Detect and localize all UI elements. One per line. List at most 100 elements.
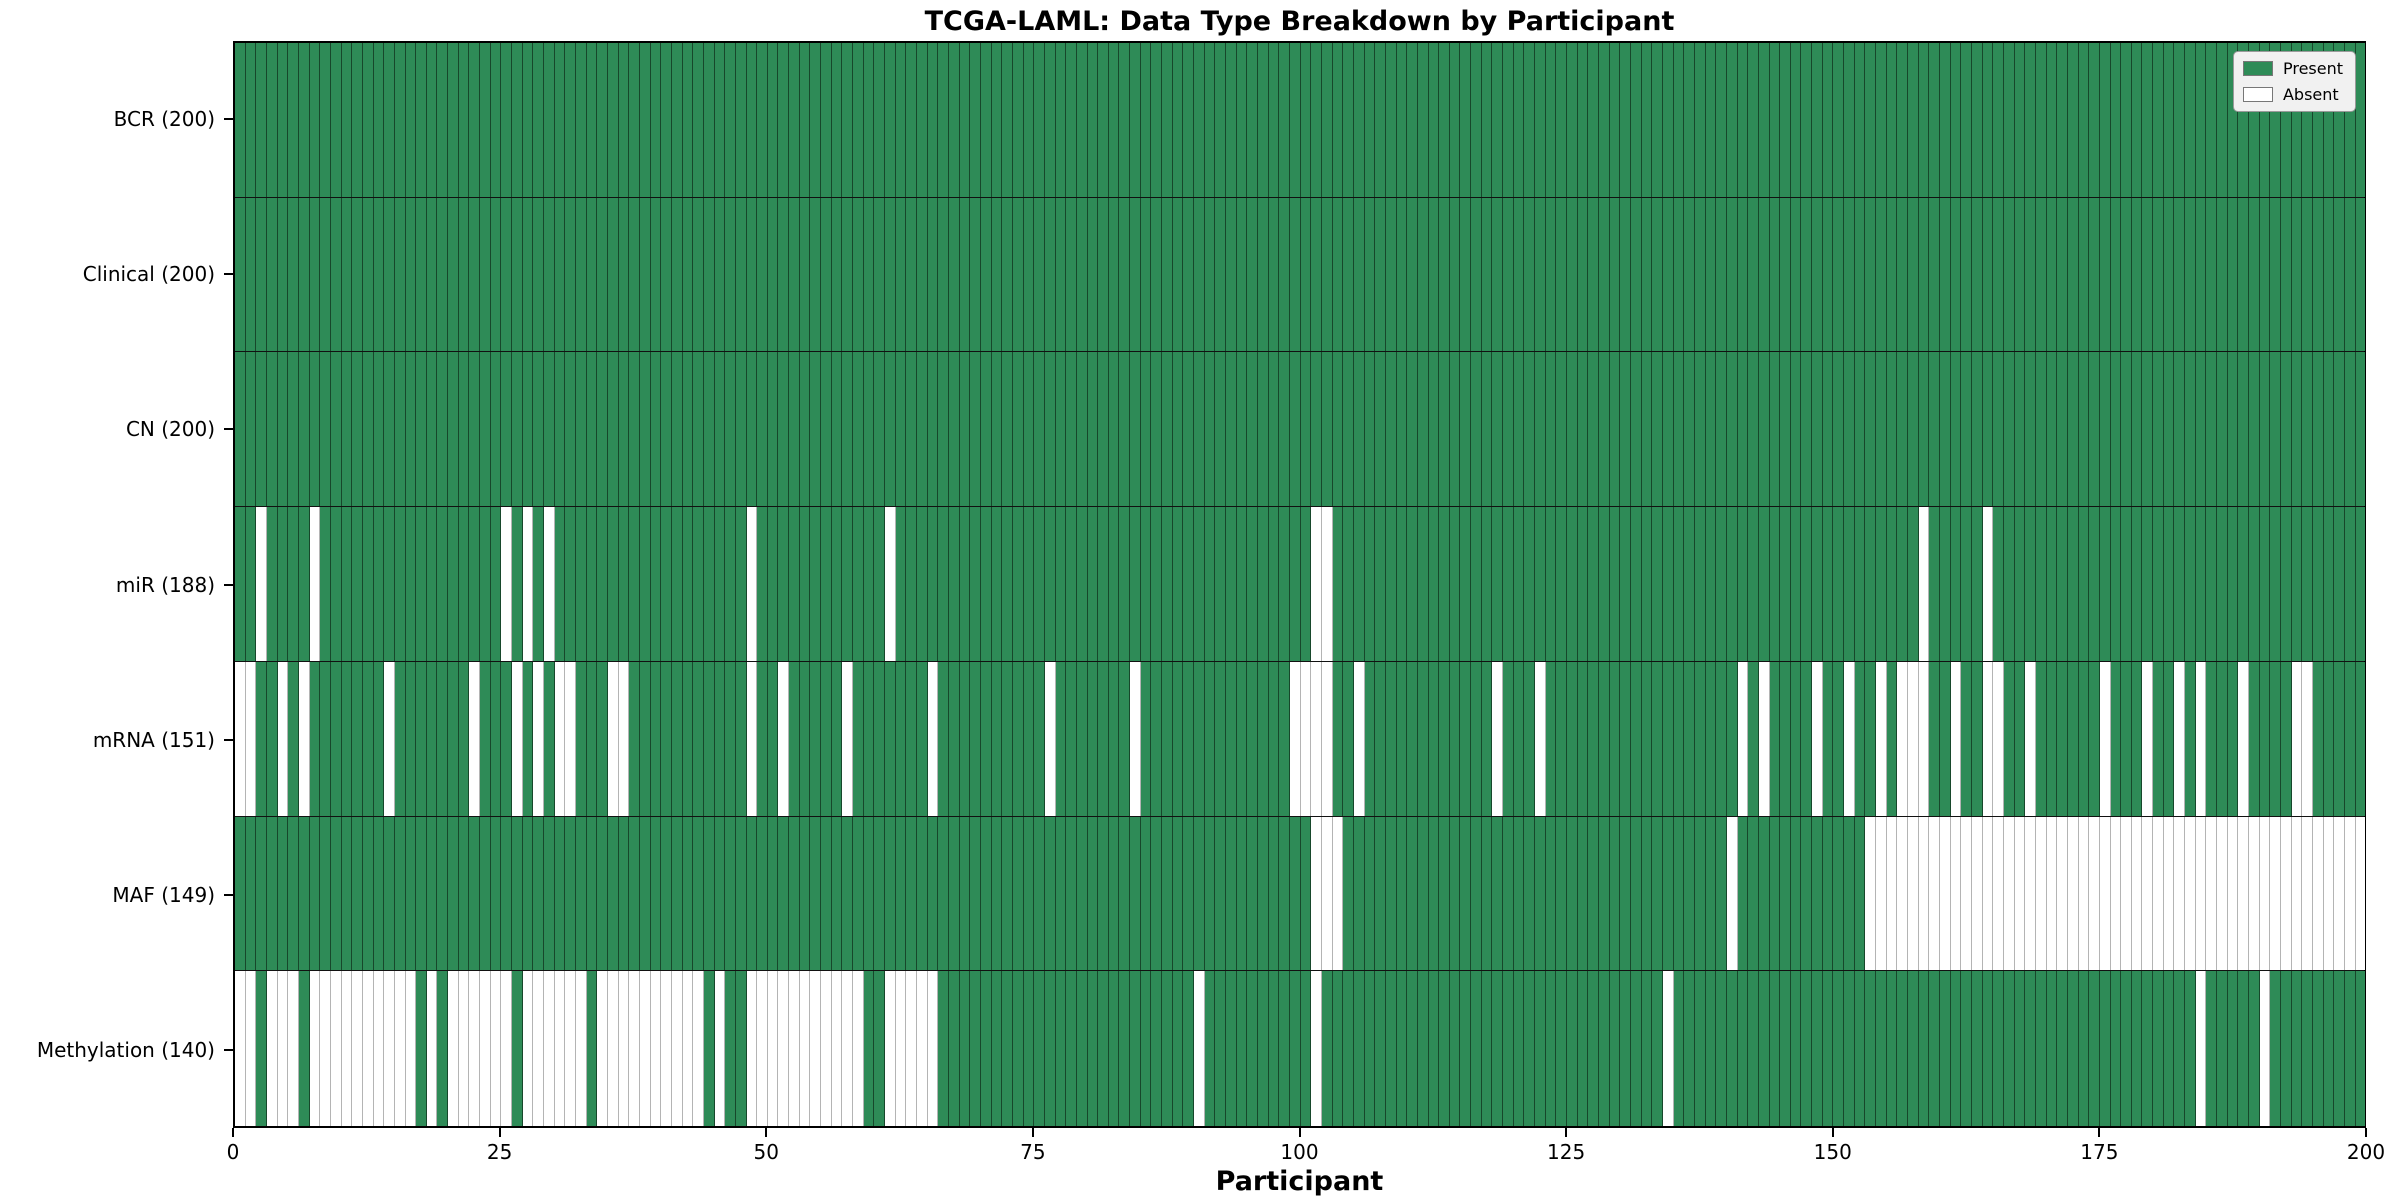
heatmap-cell bbox=[2142, 197, 2154, 352]
heatmap-cell bbox=[661, 507, 672, 661]
heatmap-cell bbox=[1226, 971, 1237, 1126]
heatmap-cell bbox=[682, 661, 694, 816]
heatmap-cell bbox=[416, 352, 427, 507]
heatmap-cell bbox=[1194, 971, 1205, 1126]
heatmap-cell bbox=[1940, 661, 1951, 816]
heatmap-cell bbox=[2312, 971, 2324, 1126]
heatmap-cell bbox=[2003, 816, 2015, 971]
heatmap-cell bbox=[831, 816, 843, 971]
heatmap-cell bbox=[629, 197, 640, 352]
heatmap-cell bbox=[362, 197, 374, 352]
heatmap-cell bbox=[1844, 661, 1855, 816]
heatmap-cell bbox=[746, 661, 758, 816]
heatmap-cell bbox=[1002, 661, 1013, 816]
heatmap-cell bbox=[2035, 43, 2047, 197]
heatmap-cell bbox=[991, 352, 1003, 507]
heatmap-cell bbox=[1876, 507, 1887, 661]
heatmap-cell bbox=[1002, 816, 1013, 971]
heatmap-cell bbox=[2291, 43, 2303, 197]
heatmap-cell bbox=[821, 352, 832, 507]
heatmap-cell bbox=[533, 43, 545, 197]
heatmap-cell bbox=[2174, 816, 2186, 971]
heatmap-cell bbox=[607, 352, 619, 507]
heatmap-cell bbox=[1289, 197, 1301, 352]
heatmap-cell bbox=[874, 43, 886, 197]
heatmap-cell bbox=[2121, 43, 2132, 197]
y-tick-mark bbox=[224, 1049, 233, 1052]
heatmap-cell bbox=[970, 816, 981, 971]
heatmap-cell bbox=[544, 43, 555, 197]
heatmap-cell bbox=[533, 507, 545, 661]
heatmap-cell bbox=[1801, 661, 1813, 816]
heatmap-cell bbox=[1396, 197, 1408, 352]
heatmap-cell bbox=[277, 197, 289, 352]
heatmap-cell bbox=[1726, 661, 1738, 816]
heatmap-cell bbox=[799, 197, 811, 352]
heatmap-cell bbox=[1822, 43, 1834, 197]
heatmap-cell bbox=[522, 43, 534, 197]
heatmap-cell bbox=[1353, 507, 1365, 661]
heatmap-cell bbox=[1961, 816, 1972, 971]
heatmap-cell bbox=[1908, 352, 1919, 507]
heatmap-cell bbox=[1300, 661, 1312, 816]
heatmap-cell bbox=[1226, 816, 1237, 971]
heatmap-cell bbox=[1503, 661, 1514, 816]
heatmap-cell bbox=[1481, 971, 1493, 1126]
legend-present-label: Present bbox=[2282, 59, 2343, 78]
heatmap-cell bbox=[1268, 197, 1280, 352]
heatmap-cell bbox=[2078, 971, 2090, 1126]
heatmap-cell bbox=[2014, 816, 2026, 971]
heatmap-cell bbox=[1929, 507, 1940, 661]
heatmap-cell bbox=[1364, 43, 1376, 197]
heatmap-cell bbox=[650, 197, 662, 352]
heatmap-cell bbox=[2046, 971, 2058, 1126]
heatmap-cell bbox=[1630, 507, 1642, 661]
heatmap-cell bbox=[789, 352, 800, 507]
heatmap-cell bbox=[352, 43, 363, 197]
heatmap-cell bbox=[1108, 971, 1120, 1126]
heatmap-cell bbox=[1034, 43, 1045, 197]
heatmap-cell bbox=[767, 661, 779, 816]
heatmap-cell bbox=[2025, 43, 2036, 197]
heatmap-cell bbox=[842, 661, 854, 816]
heatmap-cell bbox=[1812, 507, 1823, 661]
heatmap-cell bbox=[1865, 661, 1877, 816]
heatmap-cell bbox=[885, 197, 896, 352]
heatmap-cell bbox=[2323, 816, 2335, 971]
heatmap-cell bbox=[235, 507, 246, 661]
heatmap-cell bbox=[1513, 197, 1525, 352]
heatmap-cell bbox=[1641, 816, 1653, 971]
heatmap-cell bbox=[266, 197, 278, 352]
heatmap-cell bbox=[1726, 197, 1738, 352]
heatmap-cell bbox=[1321, 507, 1333, 661]
heatmap-cell bbox=[1918, 43, 1930, 197]
heatmap-cell bbox=[1577, 197, 1589, 352]
heatmap-cell bbox=[799, 661, 811, 816]
heatmap-cell bbox=[1236, 816, 1248, 971]
heatmap-cell bbox=[586, 507, 598, 661]
heatmap-cell bbox=[1353, 661, 1365, 816]
heatmap-cell bbox=[1844, 507, 1855, 661]
heatmap-cell bbox=[714, 43, 726, 197]
heatmap-cell bbox=[352, 197, 363, 352]
heatmap-cell bbox=[384, 197, 395, 352]
heatmap-cell bbox=[1258, 661, 1269, 816]
heatmap-cell bbox=[1918, 197, 1930, 352]
heatmap-cell bbox=[1865, 352, 1877, 507]
heatmap-cell bbox=[1492, 197, 1504, 352]
heatmap-cell bbox=[1588, 816, 1599, 971]
heatmap-cell bbox=[245, 661, 257, 816]
heatmap-cell bbox=[1886, 43, 1898, 197]
heatmap-cell bbox=[1481, 507, 1493, 661]
heatmap-cell bbox=[1140, 816, 1152, 971]
heatmap-cell bbox=[767, 352, 779, 507]
heatmap-cell bbox=[927, 971, 939, 1126]
heatmap-cell bbox=[469, 43, 481, 197]
heatmap-cell bbox=[1503, 971, 1514, 1126]
heatmap-cell bbox=[448, 816, 459, 971]
heatmap-cell bbox=[1876, 352, 1887, 507]
heatmap-cell bbox=[1108, 507, 1120, 661]
heatmap-cell bbox=[831, 971, 843, 1126]
heatmap-cell bbox=[735, 816, 747, 971]
heatmap-cell bbox=[1513, 43, 1525, 197]
